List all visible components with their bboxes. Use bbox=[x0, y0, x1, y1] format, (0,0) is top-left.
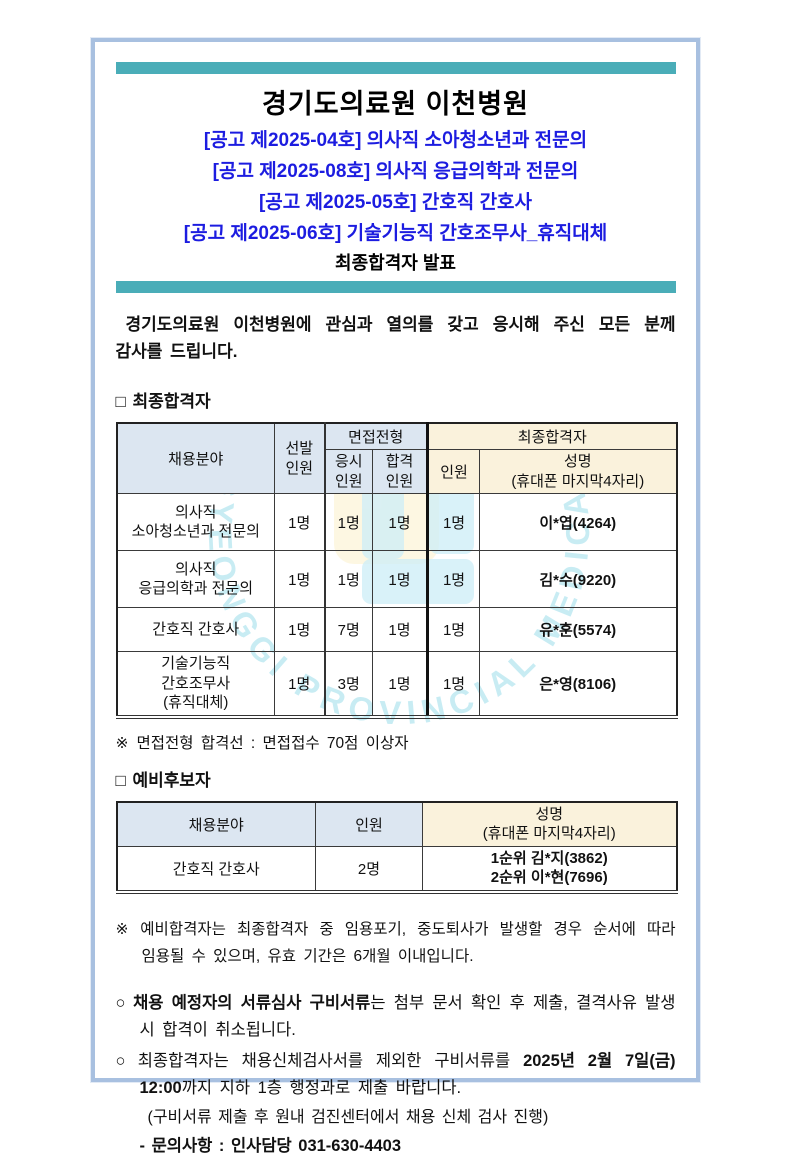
reserve-table: 채용분야 인원 성명 (휴대폰 마지막4자리) 간호직 간호사 2명 1순위 김… bbox=[115, 800, 678, 894]
final-pass-heading: □ 최종합격자 bbox=[115, 392, 211, 411]
col-header-count: 인원 bbox=[426, 449, 481, 494]
announcement-line: [공고 제2025-06호] 기술기능직 간호조무사_휴직대체 bbox=[183, 223, 608, 244]
col-header-passed: 합격 인원 bbox=[371, 449, 429, 494]
bullet-mark: ○ bbox=[115, 993, 127, 1012]
cell-select: 1명 bbox=[274, 550, 325, 608]
cell-count: 2명 bbox=[315, 845, 423, 894]
col-header-field: 채용분야 bbox=[116, 801, 316, 847]
cell-field: 의사직 소아청소년과 전문의 bbox=[116, 493, 275, 551]
cell-applied: 3명 bbox=[323, 651, 373, 719]
cell-field: 의사직 응급의학과 전문의 bbox=[116, 550, 275, 608]
cell-select: 1명 bbox=[274, 607, 325, 652]
announcement-list: [공고 제2025-04호] 의사직 소아청소년과 전문의 [공고 제2025-… bbox=[116, 125, 676, 249]
notice-exam-subnote: (구비서류 제출 후 원내 검진센터에서 채용 신체 검사 진행) bbox=[147, 1108, 549, 1126]
document-page: GYEONGGI PROVINCIAL MEDICAL CENTER 경기도의료… bbox=[90, 37, 701, 1155]
cell-passed: 1명 bbox=[371, 651, 429, 719]
notice-documents: ○ 채용 예정자의 서류심사 구비서류는 첨부 문서 확인 후 제출, 결격사유 … bbox=[115, 993, 676, 1039]
interview-cutoff-note: ※ 면접전형 합격선 : 면접접수 70점 이상자 bbox=[115, 734, 409, 752]
cell-name: 1순위 김*지(3862) 2순위 이*현(7696) bbox=[422, 845, 677, 894]
notice-deadline: ○ 최종합격자는 채용신체검사서를 제외한 구비서류를 2025년 2월 7일(금… bbox=[115, 1051, 676, 1097]
col-header-field: 채용분야 bbox=[116, 422, 275, 494]
cell-count: 1명 bbox=[426, 493, 481, 551]
cell-applied: 1명 bbox=[323, 550, 373, 608]
cell-count: 1명 bbox=[426, 651, 481, 719]
cell-passed: 1명 bbox=[371, 550, 429, 608]
reference-mark: ※ bbox=[115, 734, 129, 752]
cell-name: 김*수(9220) bbox=[479, 550, 678, 608]
table-row: 기술기능직 간호조무사 (휴직대체) 1명 3명 1명 1명 은*영(8106) bbox=[116, 651, 678, 719]
announcement-line: [공고 제2025-08호] 의사직 응급의학과 전문의 bbox=[212, 161, 579, 182]
announcement-line: [공고 제2025-04호] 의사직 소아청소년과 전문의 bbox=[203, 130, 588, 151]
final-pass-table: 채용분야 선발 인원 면접전형 최종합격자 응시 인원 합격 인원 인원 성명 … bbox=[115, 422, 678, 719]
bullet-mark: ○ bbox=[115, 1051, 131, 1070]
page-subtitle: 최종합격자 발표 bbox=[335, 253, 456, 273]
cell-field: 기술기능직 간호조무사 (휴직대체) bbox=[116, 651, 275, 719]
cell-select: 1명 bbox=[274, 651, 325, 719]
table-row: 간호직 간호사 1명 7명 1명 1명 유*훈(5574) bbox=[116, 607, 678, 652]
table-row: 의사직 응급의학과 전문의 1명 1명 1명 1명 김*수(9220) bbox=[116, 550, 678, 608]
cell-applied: 1명 bbox=[323, 493, 373, 551]
col-header-applied: 응시 인원 bbox=[323, 449, 373, 494]
cell-count: 1명 bbox=[426, 550, 481, 608]
table-row: 의사직 소아청소년과 전문의 1명 1명 1명 1명 이*엽(4264) bbox=[116, 493, 678, 551]
cell-passed: 1명 bbox=[371, 493, 429, 551]
cell-name: 유*훈(5574) bbox=[479, 607, 678, 652]
header-teal-bar bbox=[115, 62, 676, 74]
cell-field: 간호직 간호사 bbox=[116, 845, 316, 894]
table-row: 간호직 간호사 2명 1순위 김*지(3862) 2순위 이*현(7696) bbox=[116, 845, 677, 894]
cell-count: 1명 bbox=[426, 607, 481, 652]
subtitle-teal-bar bbox=[115, 281, 676, 293]
reserve-heading: □ 예비후보자 bbox=[115, 770, 211, 790]
col-header-select-count: 선발 인원 bbox=[274, 422, 325, 494]
cell-applied: 7명 bbox=[323, 607, 373, 652]
cell-select: 1명 bbox=[274, 493, 325, 551]
col-header-count: 인원 bbox=[315, 801, 423, 847]
col-header-name: 성명 (휴대폰 마지막4자리) bbox=[422, 801, 677, 847]
cell-passed: 1명 bbox=[371, 607, 429, 652]
page-title: 경기도의료원 이천병원 bbox=[262, 89, 529, 119]
cell-name: 은*영(8106) bbox=[479, 651, 678, 719]
col-group-final: 최종합격자 bbox=[426, 422, 678, 450]
announcement-line: [공고 제2025-05호] 간호직 간호사 bbox=[258, 192, 533, 213]
reference-mark: ※ bbox=[115, 920, 133, 938]
reserve-note: ※ 예비합격자는 최종합격자 중 임용포기, 중도퇴사가 발생할 경우 순서에 따… bbox=[115, 920, 676, 965]
col-header-name: 성명 (휴대폰 마지막4자리) bbox=[479, 449, 678, 494]
greeting-paragraph: 경기도의료원 이천병원에 관심과 열의를 갖고 응시해 주신 모든 분께 감사를… bbox=[115, 315, 676, 361]
contact-info: - 문의사항 : 인사담당 031-630-4403 bbox=[139, 1136, 402, 1155]
col-group-interview: 면접전형 bbox=[323, 422, 429, 450]
cell-field: 간호직 간호사 bbox=[116, 607, 275, 652]
cell-name: 이*엽(4264) bbox=[479, 493, 678, 551]
